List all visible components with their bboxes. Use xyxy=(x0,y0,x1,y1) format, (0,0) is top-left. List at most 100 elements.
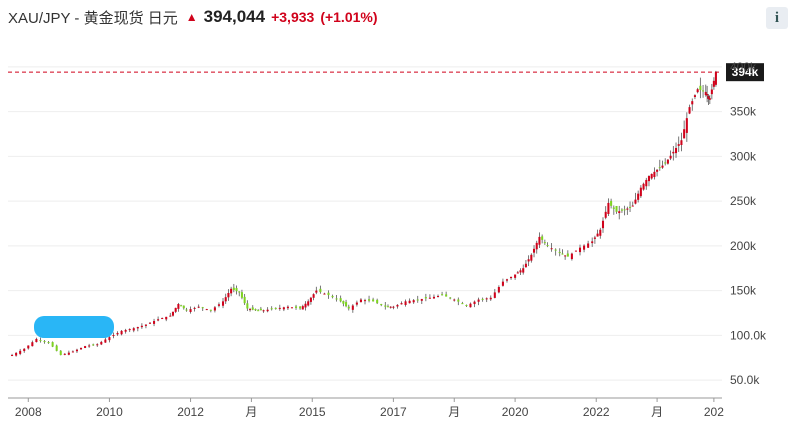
candle-body xyxy=(538,236,541,245)
candle-body xyxy=(610,200,613,206)
candle-body xyxy=(543,242,546,244)
candle-body xyxy=(481,298,484,300)
candle-body xyxy=(201,307,204,309)
candle-body xyxy=(100,341,103,345)
candle-body xyxy=(416,299,419,301)
x-tick-label: 月 xyxy=(245,405,257,419)
candle-body xyxy=(583,245,586,250)
candle-body xyxy=(63,353,66,355)
candle-body xyxy=(473,301,476,305)
candle-body xyxy=(27,345,30,349)
candle-body xyxy=(505,279,509,281)
candle-body xyxy=(193,307,196,309)
candle-body xyxy=(327,292,330,296)
candle-body xyxy=(235,288,238,292)
candle-body xyxy=(315,290,318,293)
candle-body xyxy=(39,340,42,342)
candle-body xyxy=(561,253,564,255)
candle-body xyxy=(428,297,431,299)
chart-grid xyxy=(8,66,722,381)
candle-body xyxy=(554,249,557,251)
candle-body xyxy=(270,308,273,310)
last-price-badge xyxy=(726,63,764,82)
candle-body xyxy=(596,233,599,237)
candle-body xyxy=(342,301,345,304)
candle-body xyxy=(514,274,517,278)
candle-body xyxy=(347,306,350,309)
x-tick-label: 2017 xyxy=(380,405,407,419)
candle-body xyxy=(604,211,607,218)
candle-body xyxy=(368,299,371,301)
candle-body xyxy=(88,345,91,347)
candle-body xyxy=(653,171,656,178)
y-tick-label: 250k xyxy=(730,194,757,208)
candle-body xyxy=(286,306,289,309)
candle-body xyxy=(432,296,435,299)
candle-body xyxy=(51,342,54,347)
chart-overlay: 394k xyxy=(8,63,764,338)
candle-body xyxy=(148,322,152,324)
candle-body xyxy=(205,309,208,311)
quote-header: XAU/JPY - 黄金现货 日元 ▲ 394,044 +3,933 (+1.0… xyxy=(8,4,378,30)
candle-body xyxy=(445,294,448,297)
candle-body xyxy=(319,288,322,293)
candle-body xyxy=(304,303,307,308)
candle-body xyxy=(639,187,642,197)
candle-body xyxy=(631,205,634,207)
candle-body xyxy=(615,205,618,212)
candle-body xyxy=(519,270,522,273)
candle-body xyxy=(243,296,246,304)
candle-body xyxy=(578,247,582,253)
candle-body xyxy=(75,349,78,352)
candle-body xyxy=(312,294,315,298)
candle-body xyxy=(412,300,415,303)
candle-body xyxy=(180,305,183,307)
price-change-percent: (+1.01%) xyxy=(320,9,378,25)
info-button[interactable]: i xyxy=(766,7,788,29)
candle-body xyxy=(274,307,277,309)
x-axis: 2008 2010 2012 月 2015 2017 月 2020 2022 月 202 xyxy=(8,397,724,419)
candle-body xyxy=(174,307,177,312)
x-tick-label: 2008 xyxy=(15,405,42,419)
x-tick-label: 2015 xyxy=(299,405,326,419)
candle-body xyxy=(299,306,302,309)
candle-body xyxy=(301,306,304,310)
candle-body xyxy=(84,346,87,348)
y-tick-label: 150k xyxy=(730,284,757,298)
candle-body xyxy=(177,304,180,309)
candle-body xyxy=(420,298,423,301)
candle-body xyxy=(408,300,411,304)
candle-body xyxy=(708,98,711,100)
candle-body xyxy=(351,305,354,310)
candle-body xyxy=(380,304,383,306)
candle-body xyxy=(558,251,561,254)
candle-body xyxy=(489,297,492,300)
candle-body xyxy=(645,179,648,187)
candle-body xyxy=(449,297,452,299)
candle-body xyxy=(278,307,281,309)
y-tick-label: 200k xyxy=(730,239,757,253)
candle-body xyxy=(251,307,254,310)
candle-body xyxy=(227,292,230,298)
candle-body xyxy=(683,129,686,139)
candle-body xyxy=(714,72,717,85)
candle-body xyxy=(355,302,358,305)
candle-body xyxy=(389,306,392,308)
candle-body xyxy=(404,301,407,305)
candle-body xyxy=(693,95,696,98)
candle-body xyxy=(535,242,538,250)
candle-body xyxy=(674,147,678,154)
candle-body xyxy=(35,338,38,343)
candle-body xyxy=(132,328,135,331)
candle-body xyxy=(666,159,669,164)
candle-body xyxy=(629,206,632,208)
candle-body xyxy=(501,281,504,286)
up-arrow-icon: ▲ xyxy=(185,10,198,24)
candle-body xyxy=(257,310,260,312)
candle-body xyxy=(707,96,710,99)
candle-body xyxy=(527,259,530,262)
candle-body xyxy=(392,306,395,308)
candle-body xyxy=(209,309,212,311)
candle-body xyxy=(516,272,519,274)
